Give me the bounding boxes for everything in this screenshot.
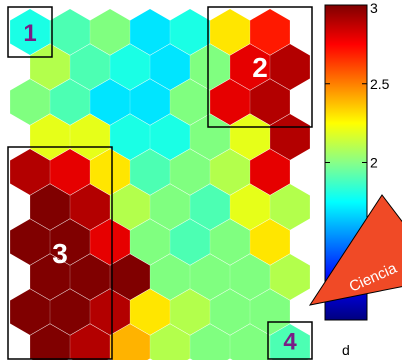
hex-cell: [90, 79, 130, 125]
hex-cell: [10, 149, 50, 195]
hex-cell: [250, 219, 290, 265]
cluster-label: 2: [252, 52, 268, 83]
hex-cell: [130, 219, 170, 265]
hex-cell: [110, 184, 150, 230]
hex-cell: [270, 254, 310, 300]
hex-cell: [210, 289, 250, 335]
hex-cell: [150, 324, 190, 360]
hex-cell: [270, 114, 310, 160]
hex-cell: [170, 289, 210, 335]
hex-cell: [90, 219, 130, 265]
hex-cell: [90, 149, 130, 195]
hex-cell: [170, 149, 210, 195]
hex-cell: [70, 44, 110, 90]
hex-cell: [250, 9, 290, 55]
hex-cell: [170, 219, 210, 265]
hex-cell: [110, 44, 150, 90]
hex-cell: [150, 44, 190, 90]
hex-cell: [210, 9, 250, 55]
cluster-box: [207, 6, 313, 128]
hex-cell: [270, 184, 310, 230]
hex-cell: [210, 149, 250, 195]
hex-cell: [30, 114, 70, 160]
hex-cell: [150, 254, 190, 300]
hex-cell: [90, 9, 130, 55]
hex-cell: [50, 219, 90, 265]
cluster-label: 3: [52, 238, 68, 269]
hex-cell: [230, 184, 270, 230]
hex-cell: [270, 324, 310, 360]
cluster-box: [7, 6, 53, 58]
hex-cell: [50, 9, 90, 55]
cluster-box: [267, 321, 313, 360]
cluster-box: [7, 146, 113, 360]
hex-cell: [50, 149, 90, 195]
cluster-labels: 1 2 3 4: [23, 20, 297, 356]
hex-cell: [150, 184, 190, 230]
hex-cell: [10, 9, 50, 55]
hex-cell: [70, 114, 110, 160]
hex-cell: [30, 184, 70, 230]
hex-cell: [250, 149, 290, 195]
hex-cell: [170, 79, 210, 125]
colorbar: 32.52 d: [324, 0, 390, 358]
cluster-boxes: [7, 6, 313, 360]
hex-cell: [30, 254, 70, 300]
hex-cell: [210, 219, 250, 265]
hex-cell: [190, 254, 230, 300]
hex-cell: [90, 289, 130, 335]
hex-cell: [210, 79, 250, 125]
colorbar-tick-label: 3: [370, 0, 378, 16]
hex-cell: [250, 79, 290, 125]
hex-cell: [190, 114, 230, 160]
hex-cell: [150, 114, 190, 160]
hex-cell: [130, 79, 170, 125]
hex-cell: [50, 79, 90, 125]
hex-cell: [270, 44, 310, 90]
hex-cell: [110, 254, 150, 300]
colorbar-tick-label: 2: [370, 155, 378, 171]
hex-cell: [30, 324, 70, 360]
hex-cell: [10, 219, 50, 265]
hex-cell: [190, 44, 230, 90]
hex-cell: [230, 254, 270, 300]
hex-cell: [110, 324, 150, 360]
colorbar-ticks: 32.52: [325, 0, 390, 171]
hex-grid: [10, 9, 310, 360]
hex-cell: [130, 149, 170, 195]
hex-cell: [30, 44, 70, 90]
hex-cell: [70, 324, 110, 360]
hex-cell: [190, 184, 230, 230]
cluster-label: 1: [23, 20, 36, 47]
hex-cell: [10, 289, 50, 335]
hex-cell: [70, 184, 110, 230]
colorbar-tick-label: 2.5: [370, 76, 390, 92]
hex-cell: [10, 79, 50, 125]
callout-arrow-shape: [308, 194, 402, 306]
hex-cell: [190, 324, 230, 360]
hex-cell: [230, 324, 270, 360]
colorbar-label: d: [342, 342, 350, 358]
hex-cell: [250, 289, 290, 335]
hex-cell: [70, 254, 110, 300]
hex-cell: [130, 9, 170, 55]
hex-cell: [110, 114, 150, 160]
hex-cell: [130, 289, 170, 335]
hex-cell: [50, 289, 90, 335]
cluster-label: 4: [283, 329, 297, 356]
hex-cell: [230, 44, 270, 90]
hex-cell: [230, 114, 270, 160]
hex-cell: [170, 9, 210, 55]
